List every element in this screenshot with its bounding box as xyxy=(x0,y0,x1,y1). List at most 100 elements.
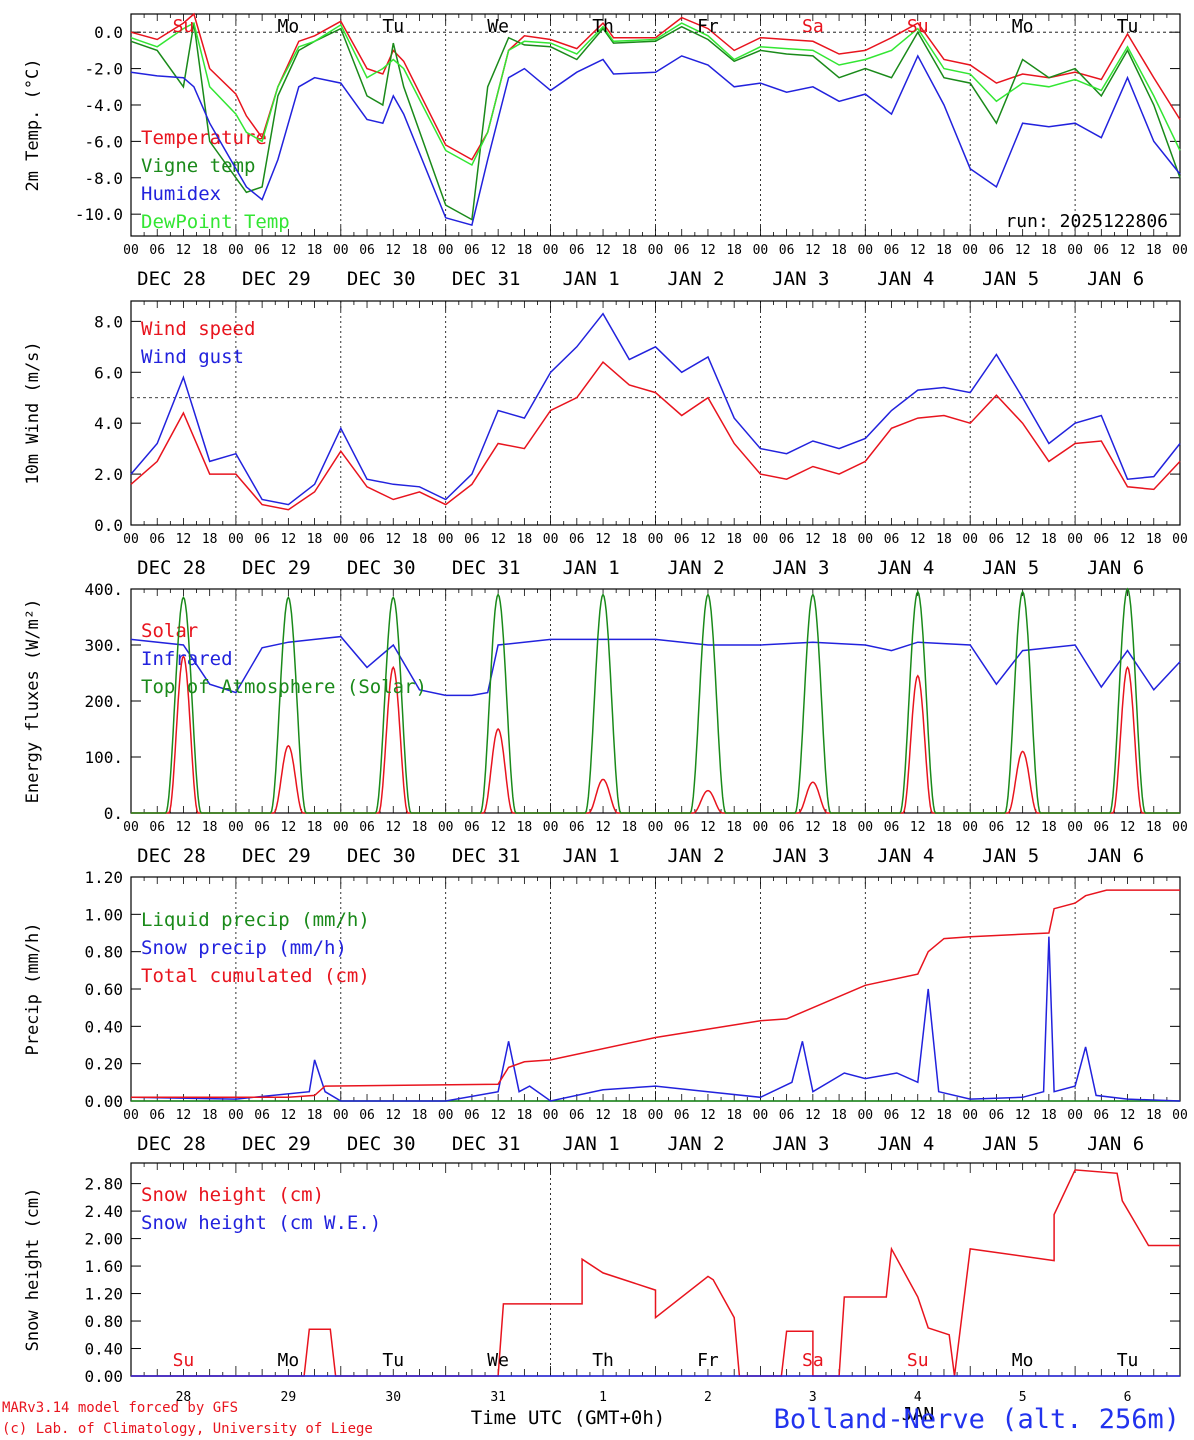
date-label: JAN 4 xyxy=(877,845,934,867)
panel-wind: 0.0 2.0 4.0 6.0 8.0 10m Wind (m/s) Wind speed W… xyxy=(23,300,1188,579)
hour-label: 18 xyxy=(202,820,218,835)
hour-label: 06 xyxy=(149,1108,165,1123)
hour-label: 00 xyxy=(438,243,454,258)
series-vigne-temp xyxy=(130,22,1181,221)
date-label: JAN 2 xyxy=(667,1133,724,1155)
hour-label: 06 xyxy=(1093,1108,1109,1123)
hour-label: 06 xyxy=(989,820,1005,835)
date-label: JAN 5 xyxy=(982,268,1039,290)
hour-label: 06 xyxy=(569,1108,585,1123)
y-tick-label: 6.0 xyxy=(94,363,123,382)
y-tick-label: 1.20 xyxy=(84,1285,123,1304)
date-label: JAN 3 xyxy=(772,1133,829,1155)
hour-label: 18 xyxy=(831,820,847,835)
legend-entry: Solar xyxy=(141,620,198,642)
date-label: JAN 1 xyxy=(562,268,619,290)
day-number: 1 xyxy=(599,1390,607,1405)
month-label: JAN xyxy=(902,1404,935,1425)
hour-label: 18 xyxy=(1146,1108,1162,1123)
panel-precip: 0.00 0.20 0.40 0.60 0.80 1.00 1.20 Precip (mm/h… xyxy=(23,868,1188,1155)
hour-label: 12 xyxy=(910,532,926,547)
hour-label: 06 xyxy=(359,532,375,547)
y-tick-label: 8.0 xyxy=(94,312,123,331)
hour-label: 00 xyxy=(123,532,139,547)
hour-label: 00 xyxy=(962,1108,978,1123)
panel-snow: 0.00 0.40 0.80 1.20 1.60 2.00 2.40 2.80 Snow hei… xyxy=(23,1162,1181,1405)
date-label: JAN 2 xyxy=(667,268,724,290)
hour-label: 00 xyxy=(962,243,978,258)
hour-label: 00 xyxy=(228,1108,244,1123)
hour-label: 12 xyxy=(595,532,611,547)
weekday-label: Th xyxy=(592,16,614,37)
date-label: DEC 29 xyxy=(242,845,311,867)
hour-label: 18 xyxy=(621,820,637,835)
hour-label: 06 xyxy=(884,820,900,835)
hour-label: 06 xyxy=(464,820,480,835)
hour-label: 18 xyxy=(1146,820,1162,835)
hour-label: 12 xyxy=(176,1108,192,1123)
hour-label: 06 xyxy=(1093,820,1109,835)
y-tick-label: 100. xyxy=(84,748,123,767)
date-label: JAN 5 xyxy=(982,557,1039,579)
hour-label: 00 xyxy=(753,1108,769,1123)
series-snow-precip-mm-h- xyxy=(130,936,1181,1102)
hour-label: 00 xyxy=(1067,243,1083,258)
hour-label: 12 xyxy=(595,820,611,835)
hour-label: 06 xyxy=(779,820,795,835)
hour-label: 12 xyxy=(805,243,821,258)
hour-label: 00 xyxy=(1172,1108,1188,1123)
y-tick-label: 0.20 xyxy=(84,1055,123,1074)
hour-label: 18 xyxy=(726,532,742,547)
series-wind-gust xyxy=(130,312,1181,506)
y-tick-label: -4.0 xyxy=(84,96,123,115)
y-tick-label: 200. xyxy=(84,692,123,711)
hour-label: 18 xyxy=(621,243,637,258)
station-title: Bolland-Nerve (alt. 256m) xyxy=(774,1404,1180,1435)
hour-label: 12 xyxy=(1120,532,1136,547)
y-tick-label: 0.0 xyxy=(94,516,123,535)
hour-label: 06 xyxy=(1093,243,1109,258)
date-label: JAN 1 xyxy=(562,557,619,579)
legend-entry: Temperature xyxy=(141,127,267,149)
hour-label: 18 xyxy=(1146,532,1162,547)
hour-label: 00 xyxy=(753,243,769,258)
hour-label: 12 xyxy=(490,243,506,258)
hour-label: 18 xyxy=(621,532,637,547)
hour-label: 06 xyxy=(674,820,690,835)
legend-entry: Snow height (cm) xyxy=(141,1184,324,1206)
hour-label: 18 xyxy=(831,1108,847,1123)
hour-label: 12 xyxy=(385,820,401,835)
hour-label: 00 xyxy=(438,1108,454,1123)
weekday-label: Su xyxy=(173,16,195,37)
hour-label: 18 xyxy=(726,1108,742,1123)
day-number: 5 xyxy=(1019,1390,1027,1405)
date-label: DEC 30 xyxy=(347,845,416,867)
hour-label: 12 xyxy=(1120,243,1136,258)
y-tick-label: 0.00 xyxy=(84,1092,123,1111)
weekday-label: We xyxy=(487,16,509,37)
panels-layer: -10.0 -8.0 -6.0 -4.0 -2.0 0.0 2m Temp. (°C) Tem… xyxy=(23,12,1188,1405)
weekday-label: Mo xyxy=(278,1350,300,1371)
y-axis-label: Snow height (cm) xyxy=(23,1188,43,1352)
hour-label: 12 xyxy=(1015,243,1031,258)
hour-label: 00 xyxy=(753,532,769,547)
legend-entry: Wind gust xyxy=(141,346,244,368)
y-tick-label: 0.40 xyxy=(84,1017,123,1036)
x-axis-label: Time UTC (GMT+0h) xyxy=(471,1407,665,1429)
hour-label: 06 xyxy=(359,820,375,835)
weekday-label: Tu xyxy=(382,16,404,37)
hour-label: 06 xyxy=(1093,532,1109,547)
hour-label: 06 xyxy=(884,532,900,547)
series-dewpoint-temp xyxy=(130,21,1181,167)
hour-label: 00 xyxy=(962,820,978,835)
date-label: JAN 2 xyxy=(667,557,724,579)
hour-label: 12 xyxy=(910,243,926,258)
hour-label: 00 xyxy=(228,532,244,547)
hour-label: 12 xyxy=(595,1108,611,1123)
hour-label: 12 xyxy=(595,243,611,258)
hour-label: 18 xyxy=(307,243,323,258)
hour-label: 00 xyxy=(962,532,978,547)
hour-label: 06 xyxy=(464,532,480,547)
hour-label: 18 xyxy=(517,243,533,258)
y-tick-label: 0.00 xyxy=(84,1367,123,1386)
